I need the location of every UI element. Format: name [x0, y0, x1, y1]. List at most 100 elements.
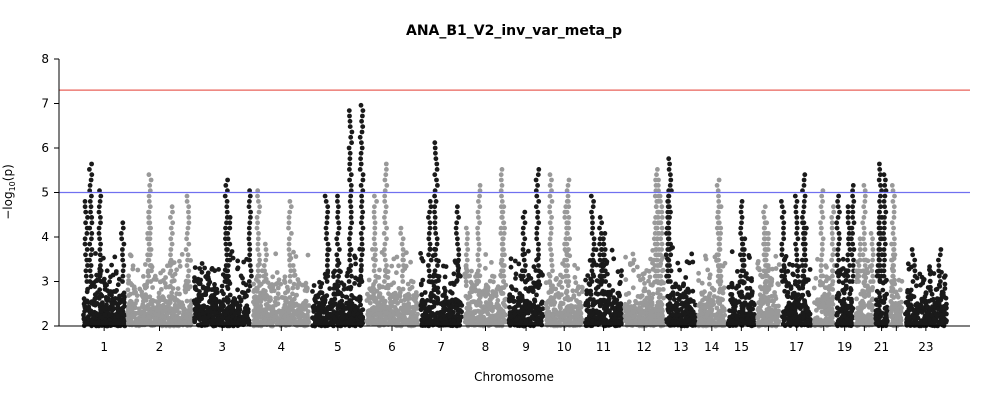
snp-point: [658, 236, 664, 242]
snp-point: [145, 231, 151, 236]
snp-point: [656, 193, 661, 199]
snp-point: [563, 312, 569, 318]
snp-point: [655, 279, 661, 284]
snp-point: [82, 309, 87, 314]
snp-point: [405, 296, 411, 302]
snp-point: [533, 177, 539, 183]
snp-point: [120, 220, 126, 226]
snp-point: [184, 263, 190, 268]
snp-point: [348, 263, 354, 268]
snp-point: [83, 209, 89, 215]
snp-point: [270, 284, 276, 290]
snp-point: [658, 257, 664, 263]
snp-point: [247, 193, 253, 199]
snp-point: [97, 252, 103, 258]
snp-point: [182, 319, 188, 325]
snp-point: [394, 254, 400, 260]
snp-point: [247, 283, 253, 289]
snp-point: [593, 286, 599, 292]
snp-point: [382, 220, 388, 226]
snp-point: [112, 296, 118, 301]
snp-point: [599, 273, 604, 279]
snp-point: [256, 209, 262, 215]
snp-point: [347, 150, 353, 156]
snp-point: [550, 268, 555, 274]
snp-point: [235, 321, 240, 327]
snp-point: [97, 199, 103, 204]
snp-point: [245, 319, 251, 325]
snp-point: [562, 215, 568, 220]
snp-point: [590, 225, 596, 231]
snp-point: [456, 257, 461, 263]
snp-point: [367, 300, 373, 306]
snp-point: [377, 267, 382, 273]
snp-point: [475, 273, 481, 279]
snp-point: [359, 241, 365, 247]
snp-point: [229, 309, 235, 314]
snp-point: [591, 241, 597, 247]
snp-point: [87, 241, 93, 247]
snp-point: [324, 263, 330, 268]
snp-point: [654, 257, 660, 263]
snp-point: [601, 321, 607, 327]
snp-point: [722, 312, 728, 318]
snp-point: [120, 273, 126, 279]
snp-point: [575, 321, 581, 326]
snp-point: [599, 291, 604, 296]
snp-point: [348, 247, 354, 252]
snp-point: [402, 318, 408, 324]
snp-point: [472, 283, 477, 289]
snp-point: [566, 247, 571, 252]
snp-point: [335, 257, 341, 263]
snp-point: [648, 321, 653, 327]
snp-point: [700, 320, 706, 326]
snp-point: [590, 220, 595, 226]
snp-point: [432, 193, 437, 199]
snp-point: [468, 321, 474, 326]
snp-point: [377, 291, 383, 297]
snp-point: [649, 295, 655, 301]
snp-point: [623, 277, 629, 283]
snp-point: [264, 252, 269, 258]
snp-point: [418, 307, 424, 313]
snp-point: [169, 241, 175, 247]
snp-point: [636, 273, 642, 279]
snp-point: [348, 193, 354, 199]
snp-point: [590, 263, 595, 268]
snp-point: [659, 204, 665, 210]
chromosome-5-points: [310, 102, 366, 329]
snp-point: [145, 306, 151, 312]
snp-point: [193, 301, 199, 307]
snp-point: [136, 310, 142, 315]
snp-point: [549, 257, 554, 263]
snp-point: [355, 311, 361, 316]
snp-point: [550, 283, 555, 289]
snp-point: [349, 140, 354, 146]
snp-point: [719, 304, 725, 310]
snp-point: [346, 108, 352, 113]
snp-point: [358, 220, 364, 226]
snp-point: [665, 241, 671, 247]
snp-point: [98, 241, 103, 247]
snp-point: [431, 303, 437, 309]
snp-point: [210, 323, 216, 328]
snp-point: [133, 305, 138, 311]
snp-point: [520, 225, 526, 231]
snp-point: [184, 298, 190, 304]
snp-point: [708, 297, 713, 303]
snp-point: [691, 320, 696, 326]
snp-point: [654, 241, 660, 247]
snp-point: [251, 295, 257, 300]
snp-point: [664, 225, 670, 231]
snp-point: [225, 300, 231, 305]
snp-point: [188, 302, 194, 307]
snp-point: [255, 318, 260, 324]
snp-point: [400, 252, 406, 258]
snp-point: [305, 309, 311, 314]
snp-point: [700, 298, 705, 303]
snp-point: [256, 231, 261, 236]
snp-point: [255, 220, 260, 226]
snp-point: [367, 311, 373, 317]
snp-point: [248, 268, 254, 274]
snp-point: [185, 225, 191, 231]
